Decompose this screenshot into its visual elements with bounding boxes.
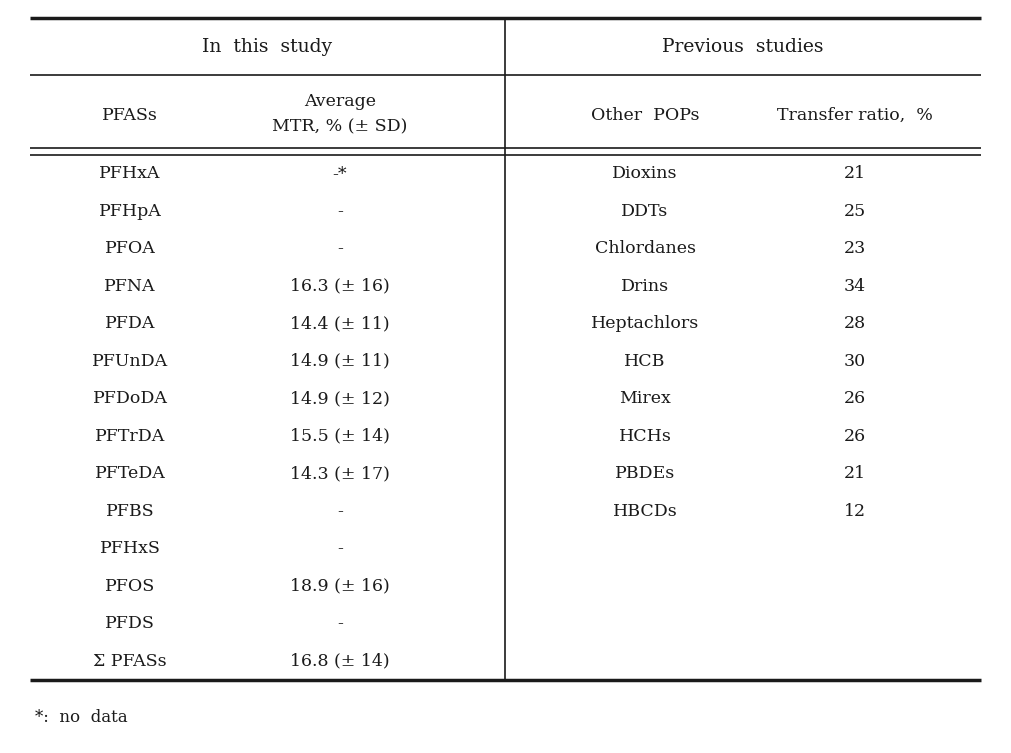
Text: HCHs: HCHs <box>619 428 671 445</box>
Text: 16.3 (± 16): 16.3 (± 16) <box>290 278 390 294</box>
Text: 21: 21 <box>844 465 866 482</box>
Text: DDTs: DDTs <box>622 203 668 220</box>
Text: Chlordanes: Chlordanes <box>594 240 696 258</box>
Text: Dioxins: Dioxins <box>613 165 677 182</box>
Text: 14.9 (± 12): 14.9 (± 12) <box>290 390 390 407</box>
Text: Drins: Drins <box>621 278 669 294</box>
Text: 26: 26 <box>844 390 866 407</box>
Text: Σ PFASs: Σ PFASs <box>93 653 167 669</box>
Text: PFBS: PFBS <box>106 503 155 520</box>
Text: PFHpA: PFHpA <box>99 203 162 220</box>
Text: 14.3 (± 17): 14.3 (± 17) <box>290 465 390 482</box>
Text: -: - <box>337 615 343 633</box>
Text: 14.9 (± 11): 14.9 (± 11) <box>290 352 390 370</box>
Text: PFHxA: PFHxA <box>99 165 161 182</box>
Text: Other  POPs: Other POPs <box>590 106 700 123</box>
Text: Average: Average <box>304 93 376 109</box>
Text: HBCDs: HBCDs <box>613 503 677 520</box>
Text: PBDEs: PBDEs <box>615 465 675 482</box>
Text: 16.8 (± 14): 16.8 (± 14) <box>290 653 390 669</box>
Text: -*: -* <box>333 165 348 182</box>
Text: -: - <box>337 203 343 220</box>
Text: PFDoDA: PFDoDA <box>93 390 168 407</box>
Text: 12: 12 <box>844 503 866 520</box>
Text: PFUnDA: PFUnDA <box>92 352 168 370</box>
Text: PFNA: PFNA <box>104 278 156 294</box>
Text: 23: 23 <box>844 240 866 258</box>
Text: Heptachlors: Heptachlors <box>590 316 700 332</box>
Text: PFTrDA: PFTrDA <box>95 428 165 445</box>
Text: Previous  studies: Previous studies <box>662 38 824 56</box>
Text: 15.5 (± 14): 15.5 (± 14) <box>290 428 390 445</box>
Text: 34: 34 <box>844 278 866 294</box>
Text: 30: 30 <box>844 352 866 370</box>
Text: PFTeDA: PFTeDA <box>95 465 166 482</box>
Text: 26: 26 <box>844 428 866 445</box>
Text: In  this  study: In this study <box>202 38 333 56</box>
Text: PFOS: PFOS <box>105 578 155 595</box>
Text: PFDS: PFDS <box>105 615 155 633</box>
Text: -: - <box>337 240 343 258</box>
Text: -: - <box>337 503 343 520</box>
Text: PFDA: PFDA <box>105 316 155 332</box>
Text: 21: 21 <box>844 165 866 182</box>
Text: 25: 25 <box>844 203 866 220</box>
Text: 28: 28 <box>844 316 866 332</box>
Text: -: - <box>337 540 343 557</box>
Text: 18.9 (± 16): 18.9 (± 16) <box>290 578 390 595</box>
Text: 14.4 (± 11): 14.4 (± 11) <box>290 316 390 332</box>
Text: PFOA: PFOA <box>104 240 156 258</box>
Text: Transfer ratio,  %: Transfer ratio, % <box>777 106 933 123</box>
Text: *:  no  data: *: no data <box>35 709 127 727</box>
Text: MTR, % (± SD): MTR, % (± SD) <box>272 118 407 136</box>
Text: HCB: HCB <box>625 352 665 370</box>
Text: PFASs: PFASs <box>102 106 158 123</box>
Text: Mirex: Mirex <box>619 390 671 407</box>
Text: PFHxS: PFHxS <box>99 540 161 557</box>
